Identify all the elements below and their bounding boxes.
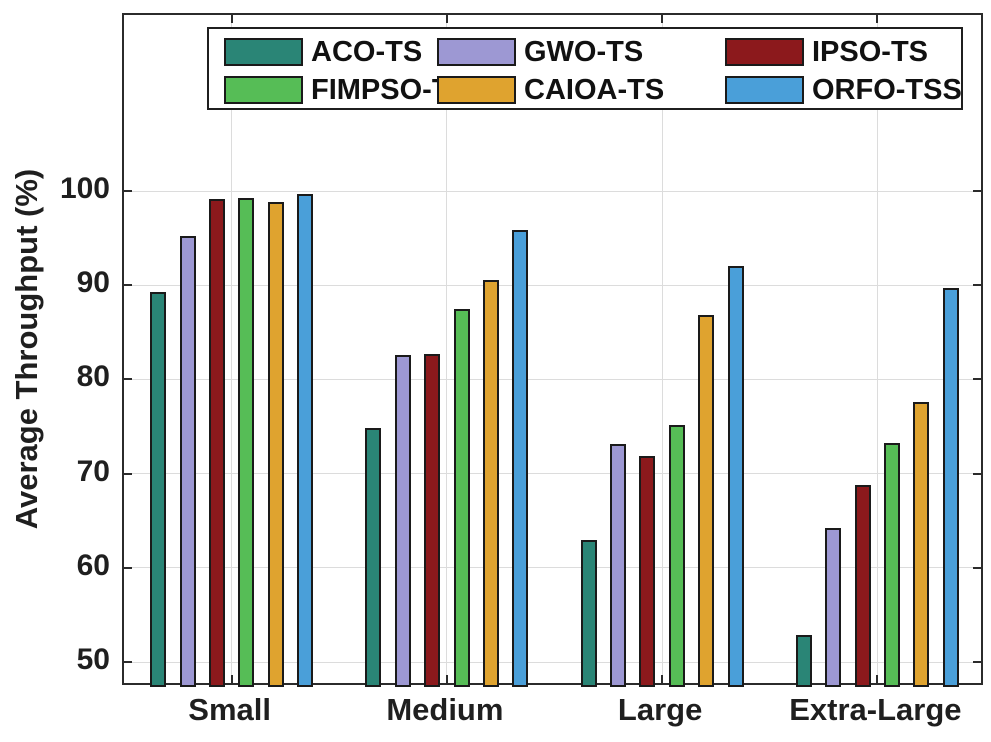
y-tick-left [124,284,132,287]
bar-ipso-ts-small [208,198,225,687]
y-tick-label: 50 [76,643,110,677]
bar-fimpso-ts-extra-large [884,442,901,687]
bar-caioa-ts-extra-large [913,402,930,687]
bar-caioa-ts-large [698,315,715,687]
x-tick-label: Large [617,692,703,727]
bar-caioa-ts-medium [482,279,499,687]
y-tick-label: 100 [59,172,110,206]
y-tick-right [973,566,981,569]
y-tick-left [124,566,132,569]
legend-label-caioa-ts: CAIOA-TS [524,74,665,106]
y-tick-right [973,661,981,664]
y-tick-label: 70 [76,454,110,488]
y-tick-label: 60 [76,548,110,582]
y-tick-label: 90 [76,266,110,300]
bar-gwo-ts-medium [394,355,411,687]
x-tick-top [661,15,664,23]
x-tick-bottom [876,675,879,683]
h-gridline [124,190,981,192]
x-tick-top [876,15,879,23]
legend-swatch-ipso-ts [725,38,804,66]
v-gridline [231,15,233,683]
y-tick-label: 80 [76,360,110,394]
bar-aco-ts-extra-large [795,634,812,687]
bar-orfo-tss-extra-large [942,288,959,687]
h-gridline [124,661,981,663]
y-tick-left [124,661,132,664]
h-gridline [124,284,981,286]
y-tick-left [124,472,132,475]
bar-ipso-ts-large [639,455,656,687]
y-tick-right [973,190,981,193]
x-tick-bottom [661,675,664,683]
bar-aco-ts-medium [365,427,382,687]
y-tick-left [124,190,132,193]
h-gridline [124,473,981,475]
y-tick-right [973,284,981,287]
bar-fimpso-ts-medium [453,308,470,687]
x-tick-label: Small [188,692,271,727]
bar-gwo-ts-large [610,444,627,687]
legend-swatch-aco-ts [224,38,303,66]
bar-ipso-ts-extra-large [854,484,871,687]
v-gridline [661,15,663,683]
plot-area [122,13,983,687]
x-tick-label: Medium [386,692,504,727]
legend-swatch-gwo-ts [437,38,516,66]
bar-fimpso-ts-small [238,197,255,687]
y-tick-right [973,378,981,381]
bar-ipso-ts-medium [424,354,441,687]
h-gridline [124,567,981,569]
y-tick-left [124,378,132,381]
bar-aco-ts-small [150,291,167,687]
bar-gwo-ts-small [179,236,196,687]
bar-fimpso-ts-large [668,424,685,687]
legend: ACO-TS FIMPSO-TS GWO-TS CAIOA-TS IPSO-TS ORFO… [207,27,963,110]
v-gridline [876,15,878,683]
x-tick-top [230,15,233,23]
legend-label-gwo-ts: GWO-TS [524,36,644,68]
legend-label-orfo-tss: ORFO-TSS [812,74,962,106]
bar-caioa-ts-small [267,202,284,687]
bar-orfo-tss-small [297,193,314,687]
bar-orfo-tss-large [727,266,744,687]
bar-gwo-ts-extra-large [825,528,842,687]
x-tick-top [445,15,448,23]
h-gridline [124,378,981,380]
legend-label-aco-ts: ACO-TS [311,36,423,68]
legend-label-ipso-ts: IPSO-TS [812,36,929,68]
v-gridline [446,15,448,683]
x-tick-bottom [230,675,233,683]
legend-swatch-fimpso-ts [224,76,303,104]
bar-aco-ts-large [580,539,597,687]
y-tick-right [973,472,981,475]
x-tick-label: Extra-Large [789,692,962,727]
legend-swatch-orfo-tss [725,76,804,104]
bar-orfo-tss-medium [512,229,529,687]
legend-swatch-caioa-ts [437,76,516,104]
x-tick-bottom [445,675,448,683]
